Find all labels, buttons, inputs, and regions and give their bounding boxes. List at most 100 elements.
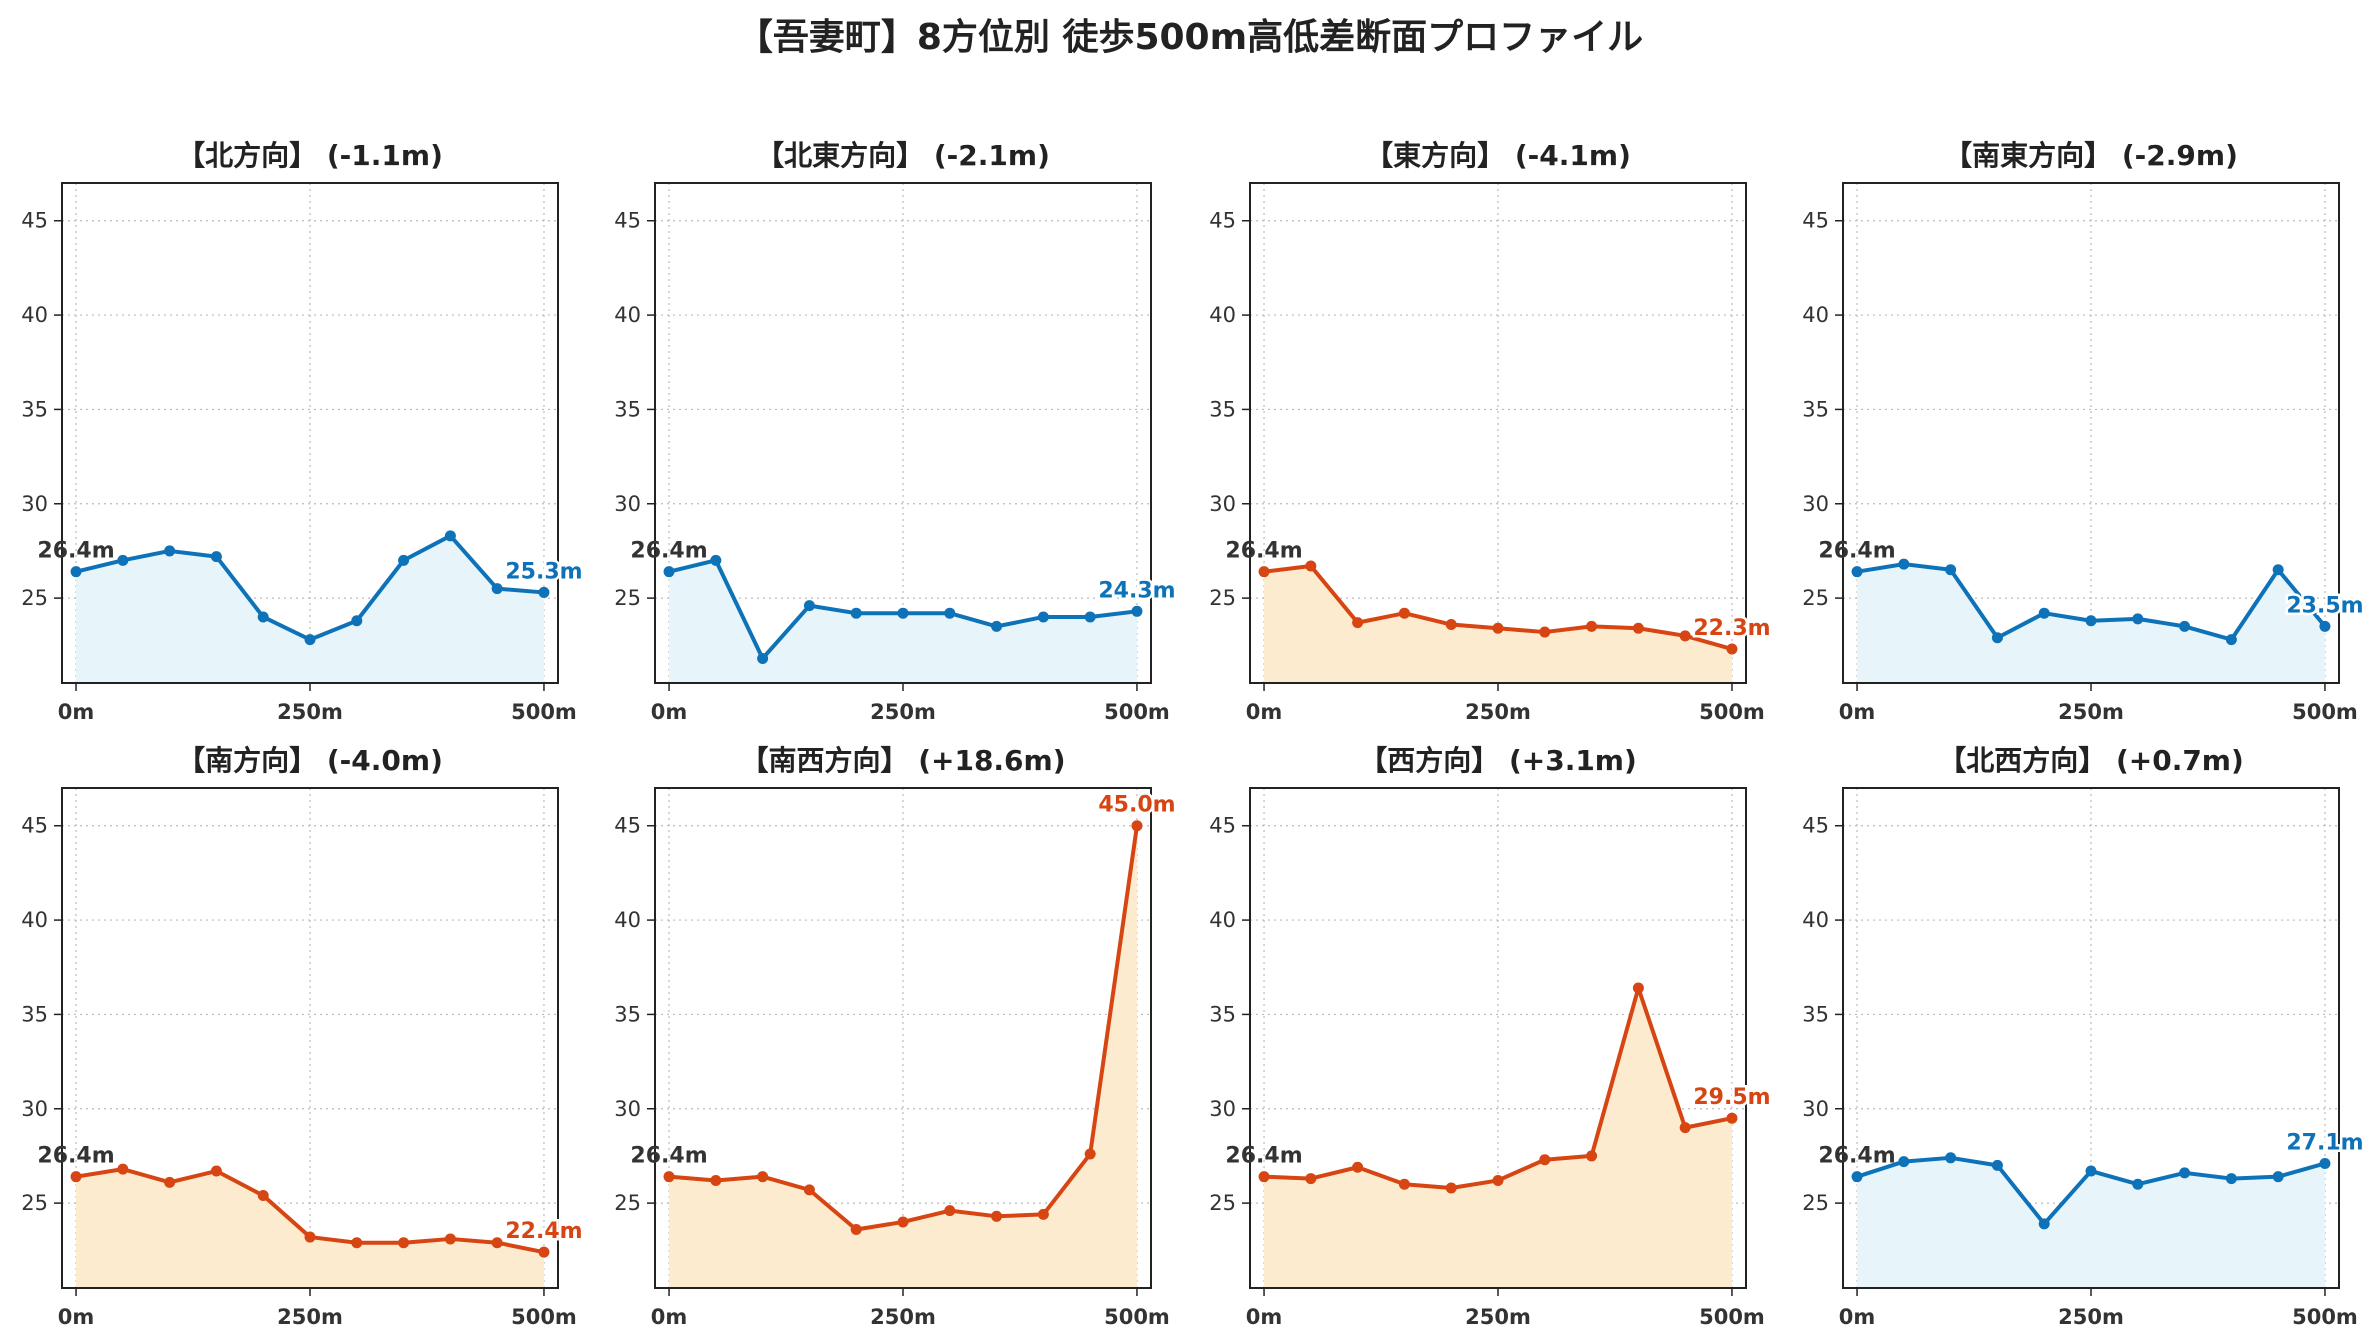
y-tick-label: 30 [614, 492, 641, 516]
data-point [1726, 1112, 1738, 1124]
chart-panel: 【東方向】 (-4.1m) 25 30 35 40 45 0m 250m 500m 26.4m 22… [1209, 139, 1773, 724]
y-tick-label: 25 [1209, 586, 1236, 610]
data-point [663, 566, 675, 578]
chart-title: 【北方向】 (-1.1m) [177, 139, 443, 172]
data-point [398, 554, 410, 566]
y-tick-label: 30 [1209, 492, 1236, 516]
chart-panel: 【北方向】 (-1.1m) 25 30 35 40 45 0m 250m 500m 26.4m 25… [21, 139, 585, 724]
data-point [663, 1171, 675, 1183]
data-point [1632, 622, 1644, 634]
data-point [1898, 1156, 1910, 1168]
data-point [117, 1163, 129, 1175]
data-point [1037, 611, 1049, 623]
data-point [757, 1171, 769, 1183]
y-tick-label: 30 [1802, 1097, 1829, 1121]
area-fill [76, 1169, 544, 1288]
x-tick-label: 0m [1839, 1305, 1876, 1329]
y-tick-label: 25 [21, 586, 48, 610]
data-point [1945, 1152, 1957, 1164]
x-tick-label: 0m [1839, 700, 1876, 724]
data-point [351, 615, 363, 627]
start-elevation-label: 26.4m [1818, 539, 1895, 564]
y-tick-label: 40 [1209, 908, 1236, 932]
y-tick-label: 30 [21, 492, 48, 516]
data-point [1131, 820, 1143, 832]
y-tick-label: 25 [21, 1191, 48, 1215]
data-point [1991, 1159, 2003, 1171]
data-point [538, 586, 550, 598]
area-fill [1857, 1157, 2325, 1288]
data-point [70, 1171, 82, 1183]
y-tick-label: 45 [614, 209, 641, 233]
data-point [1445, 1182, 1457, 1194]
data-point [1945, 564, 1957, 576]
start-elevation-label: 26.4m [1225, 539, 1302, 564]
data-point [1492, 1174, 1504, 1186]
x-tick-label: 0m [58, 1305, 95, 1329]
data-point [850, 607, 862, 619]
x-tick-label: 250m [870, 1305, 936, 1329]
y-tick-label: 45 [21, 814, 48, 838]
data-point [803, 1184, 815, 1196]
data-point [2225, 1173, 2237, 1185]
y-tick-label: 40 [1209, 303, 1236, 327]
data-point [2272, 564, 2284, 576]
end-elevation-label: 24.3m [1098, 578, 1175, 603]
data-point [1131, 605, 1143, 617]
data-point [710, 1174, 722, 1186]
y-tick-label: 30 [1802, 492, 1829, 516]
end-elevation-label: 22.3m [1693, 616, 1770, 641]
end-elevation-label: 29.5m [1693, 1085, 1770, 1110]
area-fill [669, 825, 1137, 1288]
data-point [1586, 620, 1598, 632]
chart-panel: 【南東方向】 (-2.9m) 25 30 35 40 45 0m 250m 500m 26.4m 2… [1802, 139, 2366, 724]
data-point [1991, 632, 2003, 644]
data-point [2132, 1178, 2144, 1190]
data-point [2038, 1218, 2050, 1230]
x-tick-label: 0m [651, 1305, 688, 1329]
data-point [2085, 615, 2097, 627]
data-point [2179, 1167, 2191, 1179]
y-tick-label: 35 [614, 1002, 641, 1026]
x-tick-label: 500m [1699, 700, 1765, 724]
y-tick-label: 25 [614, 1191, 641, 1215]
y-tick-label: 25 [1802, 586, 1829, 610]
data-point [2319, 620, 2331, 632]
data-point [257, 1190, 269, 1202]
data-point [1492, 622, 1504, 634]
x-tick-label: 0m [651, 700, 688, 724]
x-tick-label: 500m [511, 1305, 577, 1329]
data-point [803, 600, 815, 612]
end-elevation-label: 22.4m [505, 1219, 582, 1244]
data-point [2132, 613, 2144, 625]
data-point [1258, 1171, 1270, 1183]
data-point [1851, 1171, 1863, 1183]
y-tick-label: 35 [1209, 397, 1236, 421]
data-point [1084, 1148, 1096, 1160]
y-tick-label: 45 [1802, 209, 1829, 233]
data-point [117, 554, 129, 566]
chart-panel: 【南西方向】 (+18.6m) 25 30 35 40 45 0m 250m 500m 26.4m… [614, 744, 1178, 1329]
data-point [210, 551, 222, 563]
data-point [897, 1216, 909, 1228]
x-tick-label: 250m [870, 700, 936, 724]
y-tick-label: 40 [614, 908, 641, 932]
data-point [398, 1237, 410, 1249]
y-tick-label: 45 [1802, 814, 1829, 838]
data-point [850, 1224, 862, 1236]
data-point [491, 583, 503, 595]
data-point [897, 607, 909, 619]
y-tick-label: 35 [21, 1002, 48, 1026]
data-point [2319, 1157, 2331, 1169]
y-tick-label: 25 [1209, 1191, 1236, 1215]
data-point [351, 1237, 363, 1249]
end-elevation-label: 25.3m [505, 559, 582, 584]
x-tick-label: 250m [2058, 700, 2124, 724]
data-point [2225, 634, 2237, 646]
y-tick-label: 35 [1209, 1002, 1236, 1026]
end-elevation-label: 23.5m [2286, 593, 2363, 618]
figure-title: 【吾妻町】8方位別 徒歩500m高低差断面プロファイル [736, 17, 1644, 58]
data-point [444, 530, 456, 542]
data-point [257, 611, 269, 623]
